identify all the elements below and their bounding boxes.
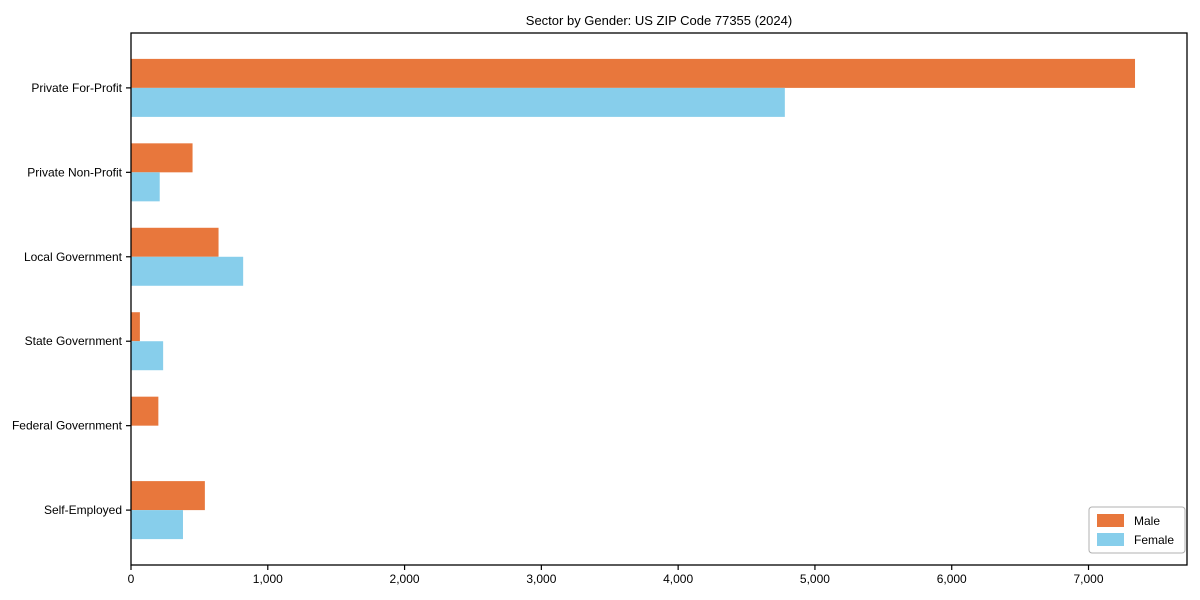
y-tick-label: State Government xyxy=(25,334,123,348)
legend: Male Female xyxy=(1088,506,1186,554)
axes-group: 0 1,000 2,000 3,000 4,000 5,000 6,000 7,000 Priv… xyxy=(12,32,1188,586)
chart-title: Sector by Gender: US ZIP Code 77355 (202… xyxy=(526,13,792,28)
bar-female xyxy=(131,87,785,117)
y-tick-label: Private For-Profit xyxy=(31,81,122,95)
bar-male xyxy=(131,481,205,511)
y-tick-label: Self-Employed xyxy=(44,503,122,517)
x-tick-label: 0 xyxy=(128,572,135,586)
bar-male xyxy=(131,58,1136,88)
legend-swatch-female xyxy=(1097,533,1124,546)
x-tick-label: 4,000 xyxy=(663,572,693,586)
bar-male xyxy=(131,396,159,426)
bar-male xyxy=(131,227,219,257)
x-tick-label: 2,000 xyxy=(390,572,420,586)
bar-male xyxy=(131,143,193,173)
legend-label-male: Male xyxy=(1134,514,1160,528)
y-tick-label: Private Non-Profit xyxy=(27,165,122,179)
x-tick-label: 7,000 xyxy=(1073,572,1103,586)
x-tick-label: 3,000 xyxy=(526,572,556,586)
bar-female xyxy=(131,341,164,371)
bar-female xyxy=(131,510,183,540)
legend-swatch-male xyxy=(1097,514,1124,527)
x-tick-label: 5,000 xyxy=(800,572,830,586)
y-tick-label: Federal Government xyxy=(12,419,123,433)
y-tick-label: Local Government xyxy=(24,250,123,264)
bar-male xyxy=(131,312,140,342)
bar-female xyxy=(131,172,160,202)
bars-group xyxy=(131,58,1136,540)
x-tick-label: 1,000 xyxy=(253,572,283,586)
x-tick-label: 6,000 xyxy=(937,572,967,586)
legend-label-female: Female xyxy=(1134,533,1174,547)
plot-frame xyxy=(130,32,1188,566)
bar-female xyxy=(131,256,244,286)
